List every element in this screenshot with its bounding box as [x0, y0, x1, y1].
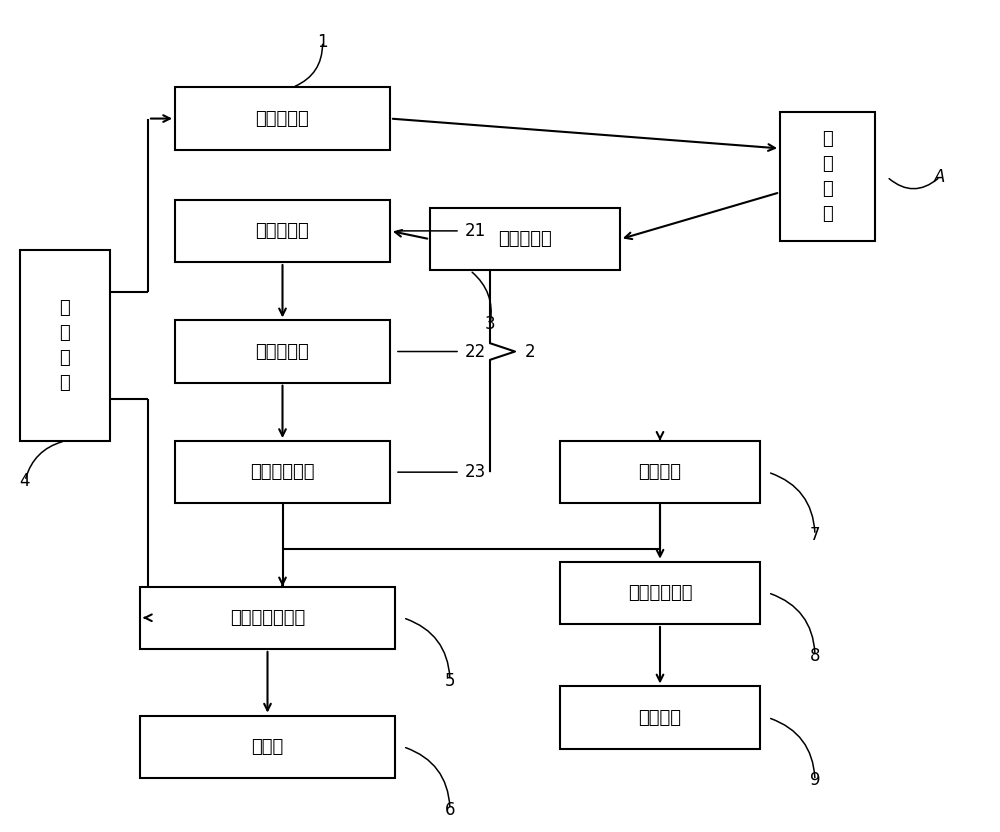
Text: 触
发
电
路: 触 发 电 路	[60, 299, 70, 392]
Text: 光接收装置: 光接收装置	[256, 222, 309, 240]
Text: 5: 5	[445, 671, 455, 690]
Bar	[430, 208, 620, 270]
Text: 9: 9	[810, 771, 820, 790]
Bar	[175, 200, 390, 262]
Text: 23: 23	[465, 463, 486, 481]
Bar	[560, 562, 760, 624]
Text: 3: 3	[485, 315, 495, 334]
Text: 6: 6	[445, 800, 455, 819]
Bar	[780, 112, 875, 241]
Text: 采样与量化电路: 采样与量化电路	[230, 609, 305, 626]
Text: 被
测
目
标: 被 测 目 标	[822, 131, 833, 223]
Text: 1: 1	[317, 32, 328, 51]
Bar	[560, 686, 760, 749]
Bar	[560, 441, 760, 503]
Text: 脉冲发生器: 脉冲发生器	[256, 110, 309, 127]
Text: 8: 8	[810, 646, 820, 665]
Text: 窄带滤光片: 窄带滤光片	[498, 230, 552, 248]
Text: 21: 21	[465, 222, 486, 240]
Text: A: A	[934, 168, 946, 186]
Bar	[175, 320, 390, 383]
Bar	[175, 87, 390, 150]
Bar	[140, 587, 395, 649]
Text: 存储器: 存储器	[251, 738, 284, 755]
Text: 光电探测器: 光电探测器	[256, 343, 309, 360]
Text: 功率放大电路: 功率放大电路	[628, 584, 692, 602]
Text: 4: 4	[20, 472, 30, 490]
Text: 22: 22	[465, 343, 486, 360]
Text: 2: 2	[525, 343, 536, 360]
Bar	[140, 716, 395, 778]
Text: 信号放大电路: 信号放大电路	[250, 463, 315, 481]
Bar	[20, 250, 110, 441]
Text: 7: 7	[810, 526, 820, 544]
Bar	[175, 441, 390, 503]
Text: 音频设备: 音频设备	[639, 709, 682, 726]
Text: 滤波电路: 滤波电路	[639, 463, 682, 481]
